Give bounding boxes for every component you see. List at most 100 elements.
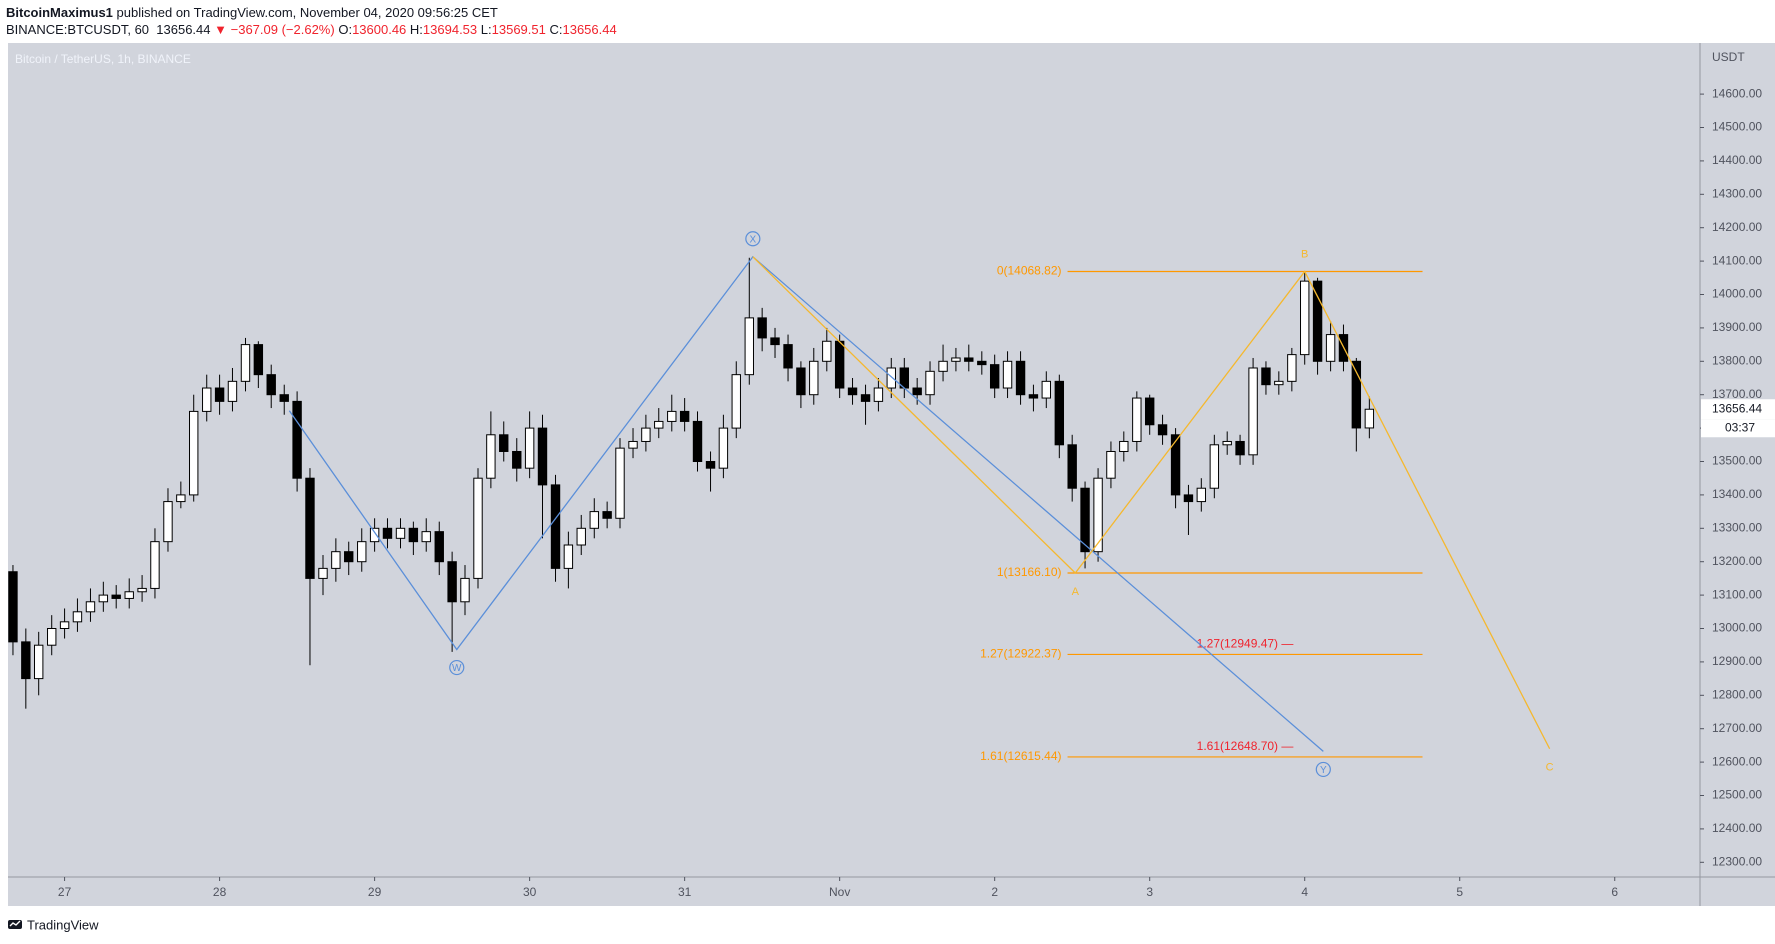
candle-body	[705, 461, 716, 469]
axis-unit: USDT	[1712, 50, 1745, 64]
candle-body	[357, 541, 367, 563]
candle-body	[912, 387, 922, 396]
wave-label: B	[1301, 248, 1308, 260]
chart-title: Bitcoin / TetherUS, 1h, BINANCE	[15, 52, 191, 66]
fib-label: 1(13166.10)	[997, 565, 1062, 579]
x-tick-label: 2	[991, 885, 998, 899]
candle-body	[85, 601, 96, 613]
x-tick-label: 4	[1301, 885, 1308, 899]
candle-body	[1170, 434, 1181, 496]
wave-label-circle	[449, 659, 465, 676]
candle-body	[550, 484, 561, 569]
candle-body	[72, 611, 83, 623]
candle-body	[860, 394, 871, 402]
candle-body	[964, 357, 974, 362]
candle-body	[189, 410, 199, 496]
quote-line: BINANCE:BTCUSDT, 60 13656.44 ▼ −367.09 (…	[6, 22, 617, 37]
wave-label: Y	[1320, 765, 1327, 776]
candle-body	[938, 360, 948, 372]
candle-body	[1157, 424, 1168, 436]
fib-annotation: 1.27(12949.47) —	[1197, 637, 1294, 651]
candle-body	[8, 571, 18, 643]
candle-body	[537, 427, 548, 486]
change: ▼ −367.09 (−2.62%)	[214, 22, 335, 37]
wave-label: C	[1546, 762, 1554, 774]
published: published on TradingView.com, November 0…	[116, 5, 498, 20]
candle-body	[98, 594, 109, 603]
y-tick-label: 13100.00	[1712, 587, 1762, 601]
x-tick-label: 5	[1456, 885, 1463, 899]
candle-body	[1015, 360, 1026, 396]
y-tick-label: 13400.00	[1712, 487, 1762, 501]
y-tick-label: 14300.00	[1712, 186, 1762, 200]
candle-body	[163, 501, 173, 543]
candle-body	[447, 561, 457, 603]
candle-body	[305, 477, 315, 579]
x-tick-label: Nov	[829, 885, 850, 899]
candle-body	[1196, 487, 1207, 503]
y-tick-label: 14600.00	[1712, 86, 1762, 100]
ohlc-value: 13600.46	[352, 22, 407, 37]
y-tick-label: 13500.00	[1712, 454, 1762, 468]
candle-body	[718, 427, 729, 469]
candle-body	[1054, 380, 1065, 446]
x-tick-label: 30	[523, 885, 537, 899]
candle-body	[602, 511, 612, 519]
candle-body	[382, 527, 393, 539]
y-tick-label: 12600.00	[1712, 754, 1762, 768]
x-tick-label: 31	[678, 885, 692, 899]
candle-body	[847, 387, 858, 396]
candle-body	[124, 591, 134, 599]
candle-body	[344, 551, 354, 563]
candle-body	[434, 531, 444, 563]
candle-body	[744, 317, 754, 376]
x-tick-label: 6	[1611, 885, 1618, 899]
candle-body	[408, 527, 419, 543]
candle-body	[369, 527, 380, 543]
candle-body	[111, 594, 121, 599]
candle-body	[1119, 440, 1129, 452]
y-tick-label: 13800.00	[1712, 353, 1762, 367]
wave-label: W	[452, 663, 462, 674]
candle-body	[1300, 280, 1310, 356]
candle-body	[1106, 450, 1116, 479]
candle-body	[21, 641, 31, 680]
candle-body	[1351, 360, 1362, 429]
candle-body	[1041, 380, 1051, 399]
last-price-tag	[1701, 399, 1775, 420]
ohlc-key: C:	[549, 22, 563, 37]
candle-body	[1325, 334, 1336, 362]
candle-body	[395, 527, 406, 539]
candle-body	[524, 427, 535, 469]
y-tick-label: 13000.00	[1712, 621, 1762, 635]
candle-body	[1274, 380, 1284, 386]
candle-body	[292, 400, 302, 479]
candle-body	[499, 434, 509, 452]
candle-body	[1209, 444, 1220, 489]
last-price: 13656.44	[156, 22, 211, 37]
candle-body	[176, 494, 186, 503]
chart-background	[8, 43, 1775, 906]
candle-body	[1067, 444, 1077, 489]
candle-body	[421, 531, 431, 543]
x-tick-label: 28	[213, 885, 227, 899]
wave-label: A	[1072, 586, 1080, 598]
candle-body	[873, 387, 884, 402]
y-tick-label: 12300.00	[1712, 854, 1762, 868]
fib-annotation: 1.61(12648.70) —	[1197, 739, 1294, 753]
candle-body	[679, 410, 690, 422]
y-tick-label: 12800.00	[1712, 687, 1762, 701]
candle-body	[822, 340, 832, 362]
candle-body	[615, 447, 625, 519]
candle-body	[473, 477, 483, 579]
candle-body	[1364, 408, 1375, 429]
candle-body	[1183, 494, 1194, 503]
candle-body	[1287, 354, 1297, 382]
y-tick-label: 12900.00	[1712, 654, 1762, 668]
publish-line: BitcoinMaximus1 published on TradingView…	[6, 5, 498, 20]
wave-line	[752, 256, 1551, 750]
ohlc-value: 13694.53	[422, 22, 478, 37]
candle-body	[925, 370, 935, 396]
candle-body	[757, 317, 767, 339]
candle-body	[1132, 397, 1142, 442]
